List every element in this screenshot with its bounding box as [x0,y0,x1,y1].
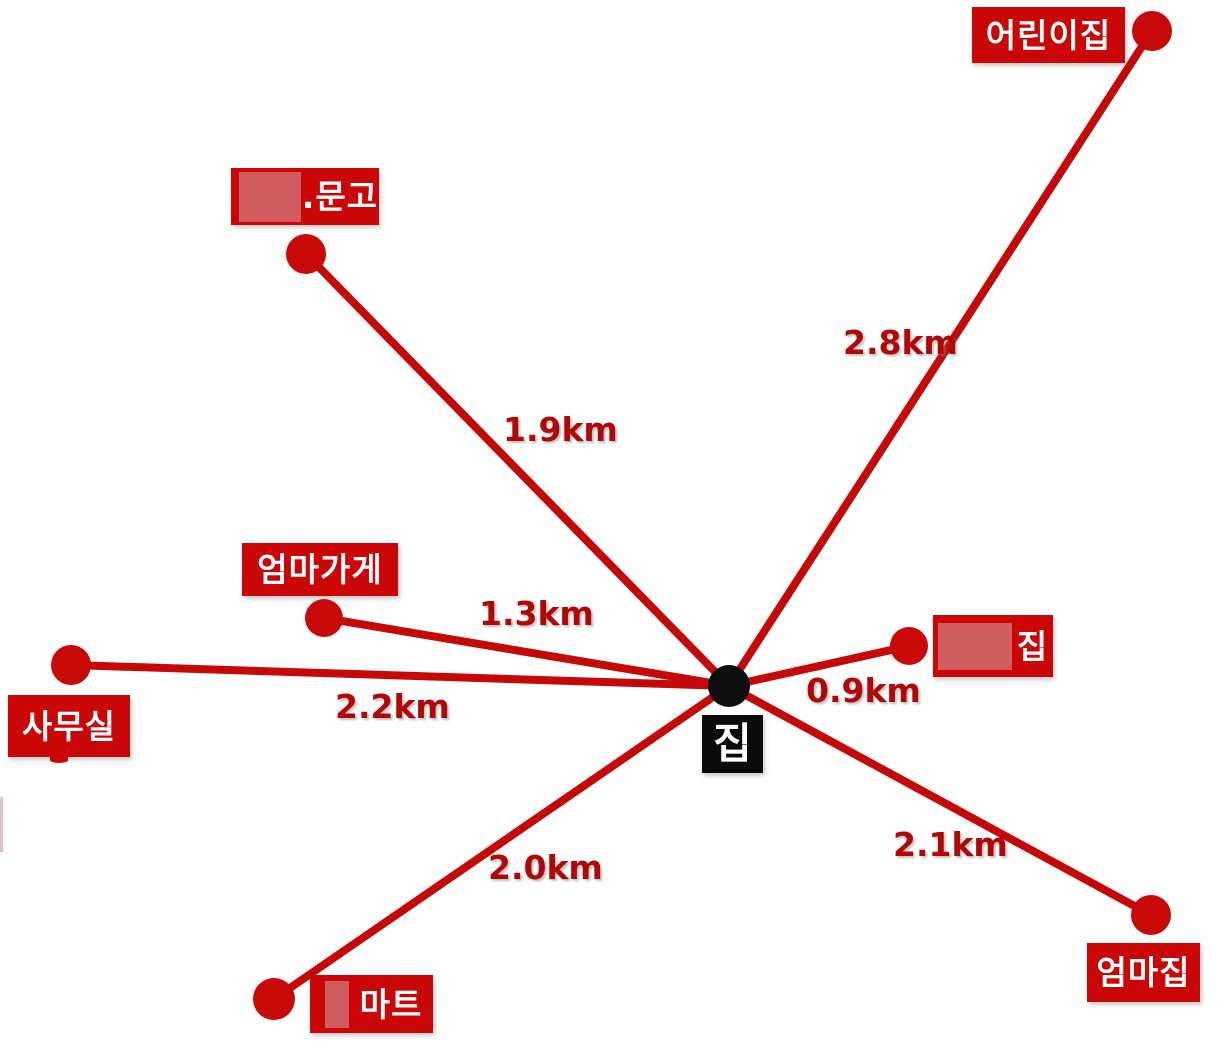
distance-bookstore: 1.9km [503,410,618,449]
node-dot-redacted-house [890,627,928,665]
label-moms-house: 엄마집 [1087,943,1200,1002]
label-mart: 마트 [310,975,433,1033]
label-text-moms-shop: 엄마가게 [257,550,383,589]
edge-bookstore [303,251,732,689]
distance-moms-house: 2.1km [893,825,1008,864]
label-moms-shop: 엄마가게 [242,543,398,596]
label-text-bookstore: .문고 [301,177,379,216]
distance-redacted-house: 0.9km [806,671,921,710]
redaction-block-bookstore [239,171,301,222]
edge-redacted-house [728,642,910,690]
left-edge-mark [0,797,3,852]
label-office: 사무실 [8,695,130,757]
edge-mart [271,682,732,1003]
node-dot-moms-shop [305,599,343,637]
distance-childcare-center: 2.8km [843,323,958,362]
office-label-cropped-glyph [50,757,68,763]
label-redacted-house: 집 [933,615,1053,677]
label-text-moms-house: 엄마집 [1096,953,1191,992]
node-dot-mart [253,978,295,1020]
node-dot-home [708,665,750,707]
label-text-redacted-house: 집 [1016,626,1049,666]
label-text-mart: 마트 [359,984,423,1024]
label-home: 집 [702,715,763,773]
distance-office: 2.2km [335,687,450,726]
redaction-block-redacted-house [938,622,1012,670]
edge-moms-house [727,682,1153,919]
label-childcare-center: 어린이집 [972,7,1125,63]
distance-moms-shop: 1.3km [479,594,594,633]
distance-mart: 2.0km [488,848,603,887]
edge-moms-shop [323,614,730,690]
node-dot-moms-house [1131,895,1171,935]
node-dot-childcare-center [1132,11,1172,51]
edge-childcare-center [725,28,1156,689]
label-text-home: 집 [713,719,752,768]
label-bookstore: .문고 [231,168,379,225]
node-dot-bookstore [286,234,326,274]
label-text-office: 사무실 [21,706,117,746]
edge-office [70,661,730,690]
node-dot-office [51,645,91,685]
redaction-block-mart [325,980,349,1028]
label-text-childcare-center: 어린이집 [985,15,1112,55]
